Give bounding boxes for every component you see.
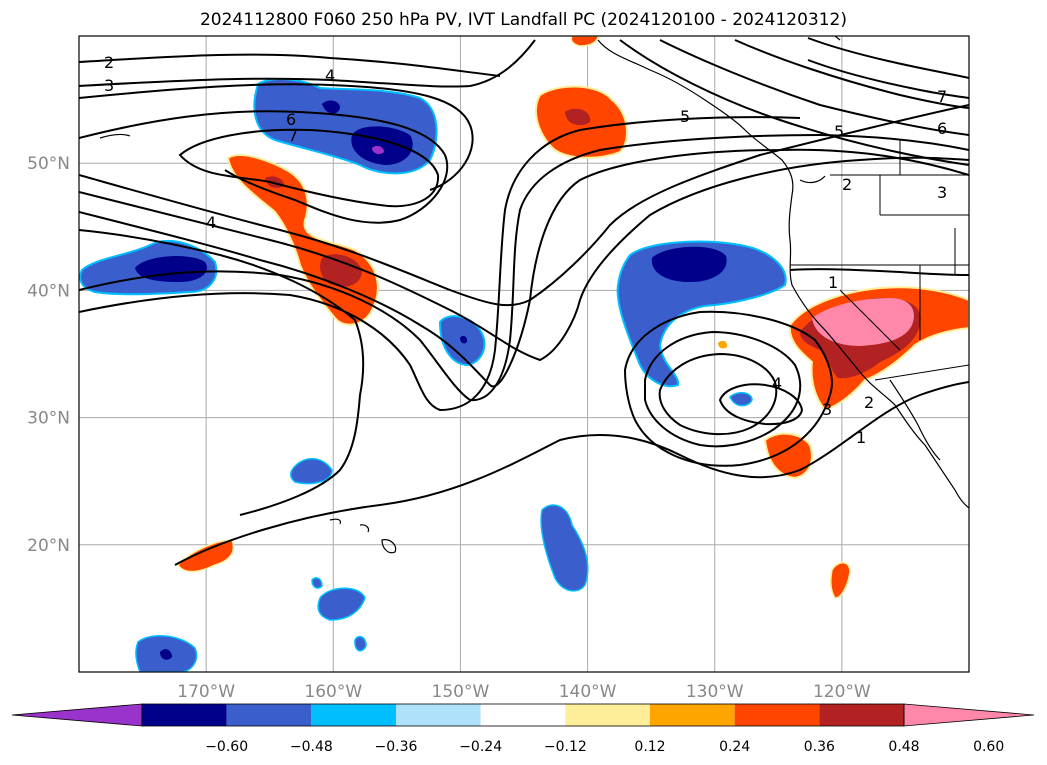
lat-tick-label: 50°N — [27, 154, 70, 174]
lat-tick-label: 20°N — [27, 536, 70, 556]
contour-label: 1 — [856, 428, 866, 447]
colorbar-tick-label: 0.48 — [888, 739, 919, 755]
contour-label: 4 — [772, 374, 782, 393]
borders — [790, 140, 969, 381]
colorbar-segment — [819, 704, 904, 726]
colorbar-tick-label: 0.24 — [719, 739, 750, 755]
colorbar-segment — [311, 704, 396, 726]
latitude-labels: 20°N 30°N 40°N 50°N — [27, 154, 70, 556]
lon-tick-label: 170°W — [177, 682, 235, 702]
contour-label: 6 — [937, 119, 947, 138]
colorbar-segment — [650, 704, 735, 726]
contour-label: 3 — [822, 400, 832, 419]
colorbar-segment — [565, 704, 650, 726]
contour-label: 4 — [206, 213, 216, 232]
colorbar-segment — [142, 704, 227, 726]
pv-blob-east-negative — [616, 240, 787, 388]
colorbar-tick-label: 0.60 — [973, 739, 1004, 755]
contour-label: 3 — [104, 76, 114, 95]
colorbar-extend-high — [903, 703, 1035, 727]
contour-labels: 2 3 4 6 7 4 5 6 7 2 3 1 4 2 1 3 5 — [104, 53, 947, 447]
contour-label: 5 — [834, 122, 844, 141]
contour-label: 6 — [286, 110, 296, 129]
contour-label: 5 — [680, 107, 690, 126]
lon-tick-label: 140°W — [559, 682, 617, 702]
colorbar-tick-label: −0.12 — [544, 739, 587, 755]
colorbar-segment — [226, 704, 312, 726]
colorbar-tick-label: 0.36 — [804, 739, 835, 755]
contour-label: 2 — [864, 393, 874, 412]
lon-tick-label: 150°W — [432, 682, 490, 702]
lon-tick-label: 120°W — [813, 682, 871, 702]
contour-label: 1 — [828, 273, 838, 292]
contour-label: 3 — [937, 183, 947, 202]
contour-label: 7 — [288, 126, 298, 145]
colorbar — [11, 703, 1035, 727]
pv-blob-south-negative — [540, 504, 589, 592]
lat-tick-label: 30°N — [27, 409, 70, 429]
colorbar-segment — [734, 704, 820, 726]
contour-label: 4 — [325, 66, 335, 85]
contour-label: 2 — [104, 53, 114, 72]
lat-tick-label: 40°N — [27, 281, 70, 301]
longitude-labels: 170°W 160°W 150°W 140°W 130°W 120°W — [177, 682, 871, 702]
colorbar-extend-low — [11, 703, 143, 727]
contour-lines — [79, 37, 969, 566]
map-title: 2024112800 F060 250 hPa PV, IVT Landfall… — [199, 10, 847, 30]
colorbar-tick-label: 0.12 — [634, 739, 665, 755]
coastlines — [99, 36, 969, 554]
contour-label: 2 — [842, 175, 852, 194]
colorbar-tick-label: −0.48 — [290, 739, 333, 755]
colorbar-tick-label: −0.60 — [205, 739, 248, 755]
positive-pv-areas — [177, 36, 969, 599]
lon-tick-label: 160°W — [304, 682, 362, 702]
lon-tick-label: 130°W — [686, 682, 744, 702]
contour-label: 7 — [937, 87, 947, 106]
colorbar-frame — [141, 703, 905, 727]
colorbar-segment — [396, 704, 481, 726]
map-frame — [78, 35, 970, 673]
colorbar-tick-labels: −0.60 −0.48 −0.36 −0.24 −0.12 0.12 0.24 … — [205, 739, 1004, 755]
colorbar-tick-label: −0.24 — [459, 739, 502, 755]
pv-max-core — [812, 298, 914, 346]
colorbar-segment — [480, 704, 566, 726]
colorbar-tick-label: −0.36 — [375, 739, 418, 755]
